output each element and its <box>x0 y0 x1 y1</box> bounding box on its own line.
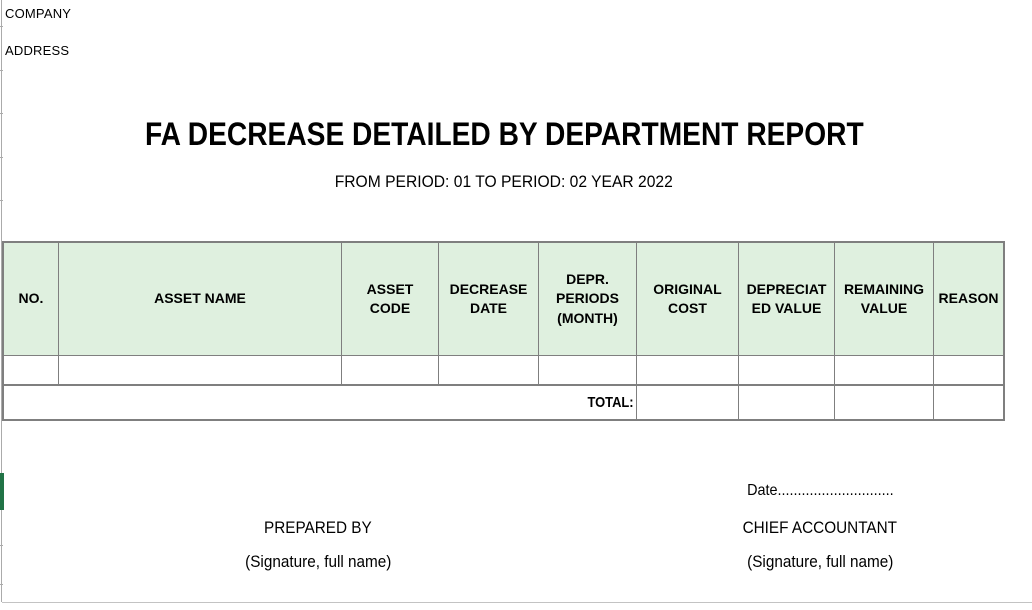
empty-data-cell-depr-periods[interactable] <box>539 356 637 386</box>
col-header-asset-name: ASSET NAME <box>59 243 342 356</box>
total-label: TOTAL: <box>587 394 634 411</box>
row-gridline-tick <box>0 157 3 158</box>
report-title-band: FA DECREASE DETAILED BY DEPARTMENT REPOR… <box>0 116 1008 153</box>
report-subtitle: FROM PERIOD: 01 TO PERIOD: 02 YEAR 2022 <box>334 172 674 191</box>
empty-data-cell-decrease-date[interactable] <box>439 356 539 386</box>
prepared-by-text: PREPARED BY <box>264 518 372 537</box>
row-gridline-tick <box>0 200 3 201</box>
date-line-text: Date............................. <box>746 482 894 499</box>
col-header-asset-code: ASSET CODE <box>342 243 439 356</box>
empty-data-cell-original-cost[interactable] <box>637 356 739 386</box>
total-value-cell-depreciated-value[interactable] <box>739 386 835 419</box>
col-header-depreciated-value: DEPRECIAT ED VALUE <box>739 243 835 356</box>
company-label: COMPANY <box>5 6 72 21</box>
col-header-no: NO. <box>4 243 59 356</box>
total-row-label-cell: TOTAL: <box>4 386 637 419</box>
total-value-cell-reason[interactable] <box>934 386 1003 419</box>
report-subtitle-band: FROM PERIOD: 01 TO PERIOD: 02 YEAR 2022 <box>0 172 1008 192</box>
report-title: FA DECREASE DETAILED BY DEPARTMENT REPOR… <box>144 116 864 152</box>
row-gridline-tick <box>0 70 3 71</box>
empty-data-cell-asset-name[interactable] <box>59 356 342 386</box>
row-gridline-tick <box>0 545 3 546</box>
col-header-remaining-value: REMAINING VALUE <box>835 243 934 356</box>
fa-decrease-table: NO. ASSET NAME ASSET CODE DECREASE DATE … <box>2 241 1005 421</box>
total-value-cell-remaining-value[interactable] <box>835 386 934 419</box>
page-left-edge-line <box>1 0 2 602</box>
date-line: Date............................. <box>670 482 970 500</box>
empty-data-cell-remaining-value[interactable] <box>835 356 934 386</box>
address-label: ADDRESS <box>5 43 70 58</box>
row-gridline-tick <box>0 26 3 27</box>
empty-data-cell-asset-code[interactable] <box>342 356 439 386</box>
col-header-original-cost: ORIGINAL COST <box>637 243 739 356</box>
signature-note-right-text: (Signature, full name) <box>746 552 894 571</box>
total-value-cell-original-cost[interactable] <box>637 386 739 419</box>
prepared-by-title: PREPARED BY <box>168 518 468 538</box>
signature-note-left: (Signature, full name) <box>168 552 468 572</box>
col-header-depr-periods: DEPR. PERIODS (MONTH) <box>539 243 637 356</box>
page-boundary-line <box>2 602 1032 603</box>
empty-data-cell-no[interactable] <box>4 356 59 386</box>
empty-data-cell-reason[interactable] <box>934 356 1003 386</box>
row-gridline-tick <box>0 113 3 114</box>
signature-note-left-text: (Signature, full name) <box>244 552 392 571</box>
empty-data-cell-depreciated-value[interactable] <box>739 356 835 386</box>
chief-accountant-title: CHIEF ACCOUNTANT <box>670 518 970 538</box>
signature-note-right: (Signature, full name) <box>670 552 970 572</box>
row-gridline-tick <box>0 584 3 585</box>
chief-accountant-text: CHIEF ACCOUNTANT <box>742 518 898 537</box>
left-edge-green-bar <box>0 473 4 510</box>
col-header-reason: REASON <box>934 243 1003 356</box>
col-header-decrease-date: DECREASE DATE <box>439 243 539 356</box>
